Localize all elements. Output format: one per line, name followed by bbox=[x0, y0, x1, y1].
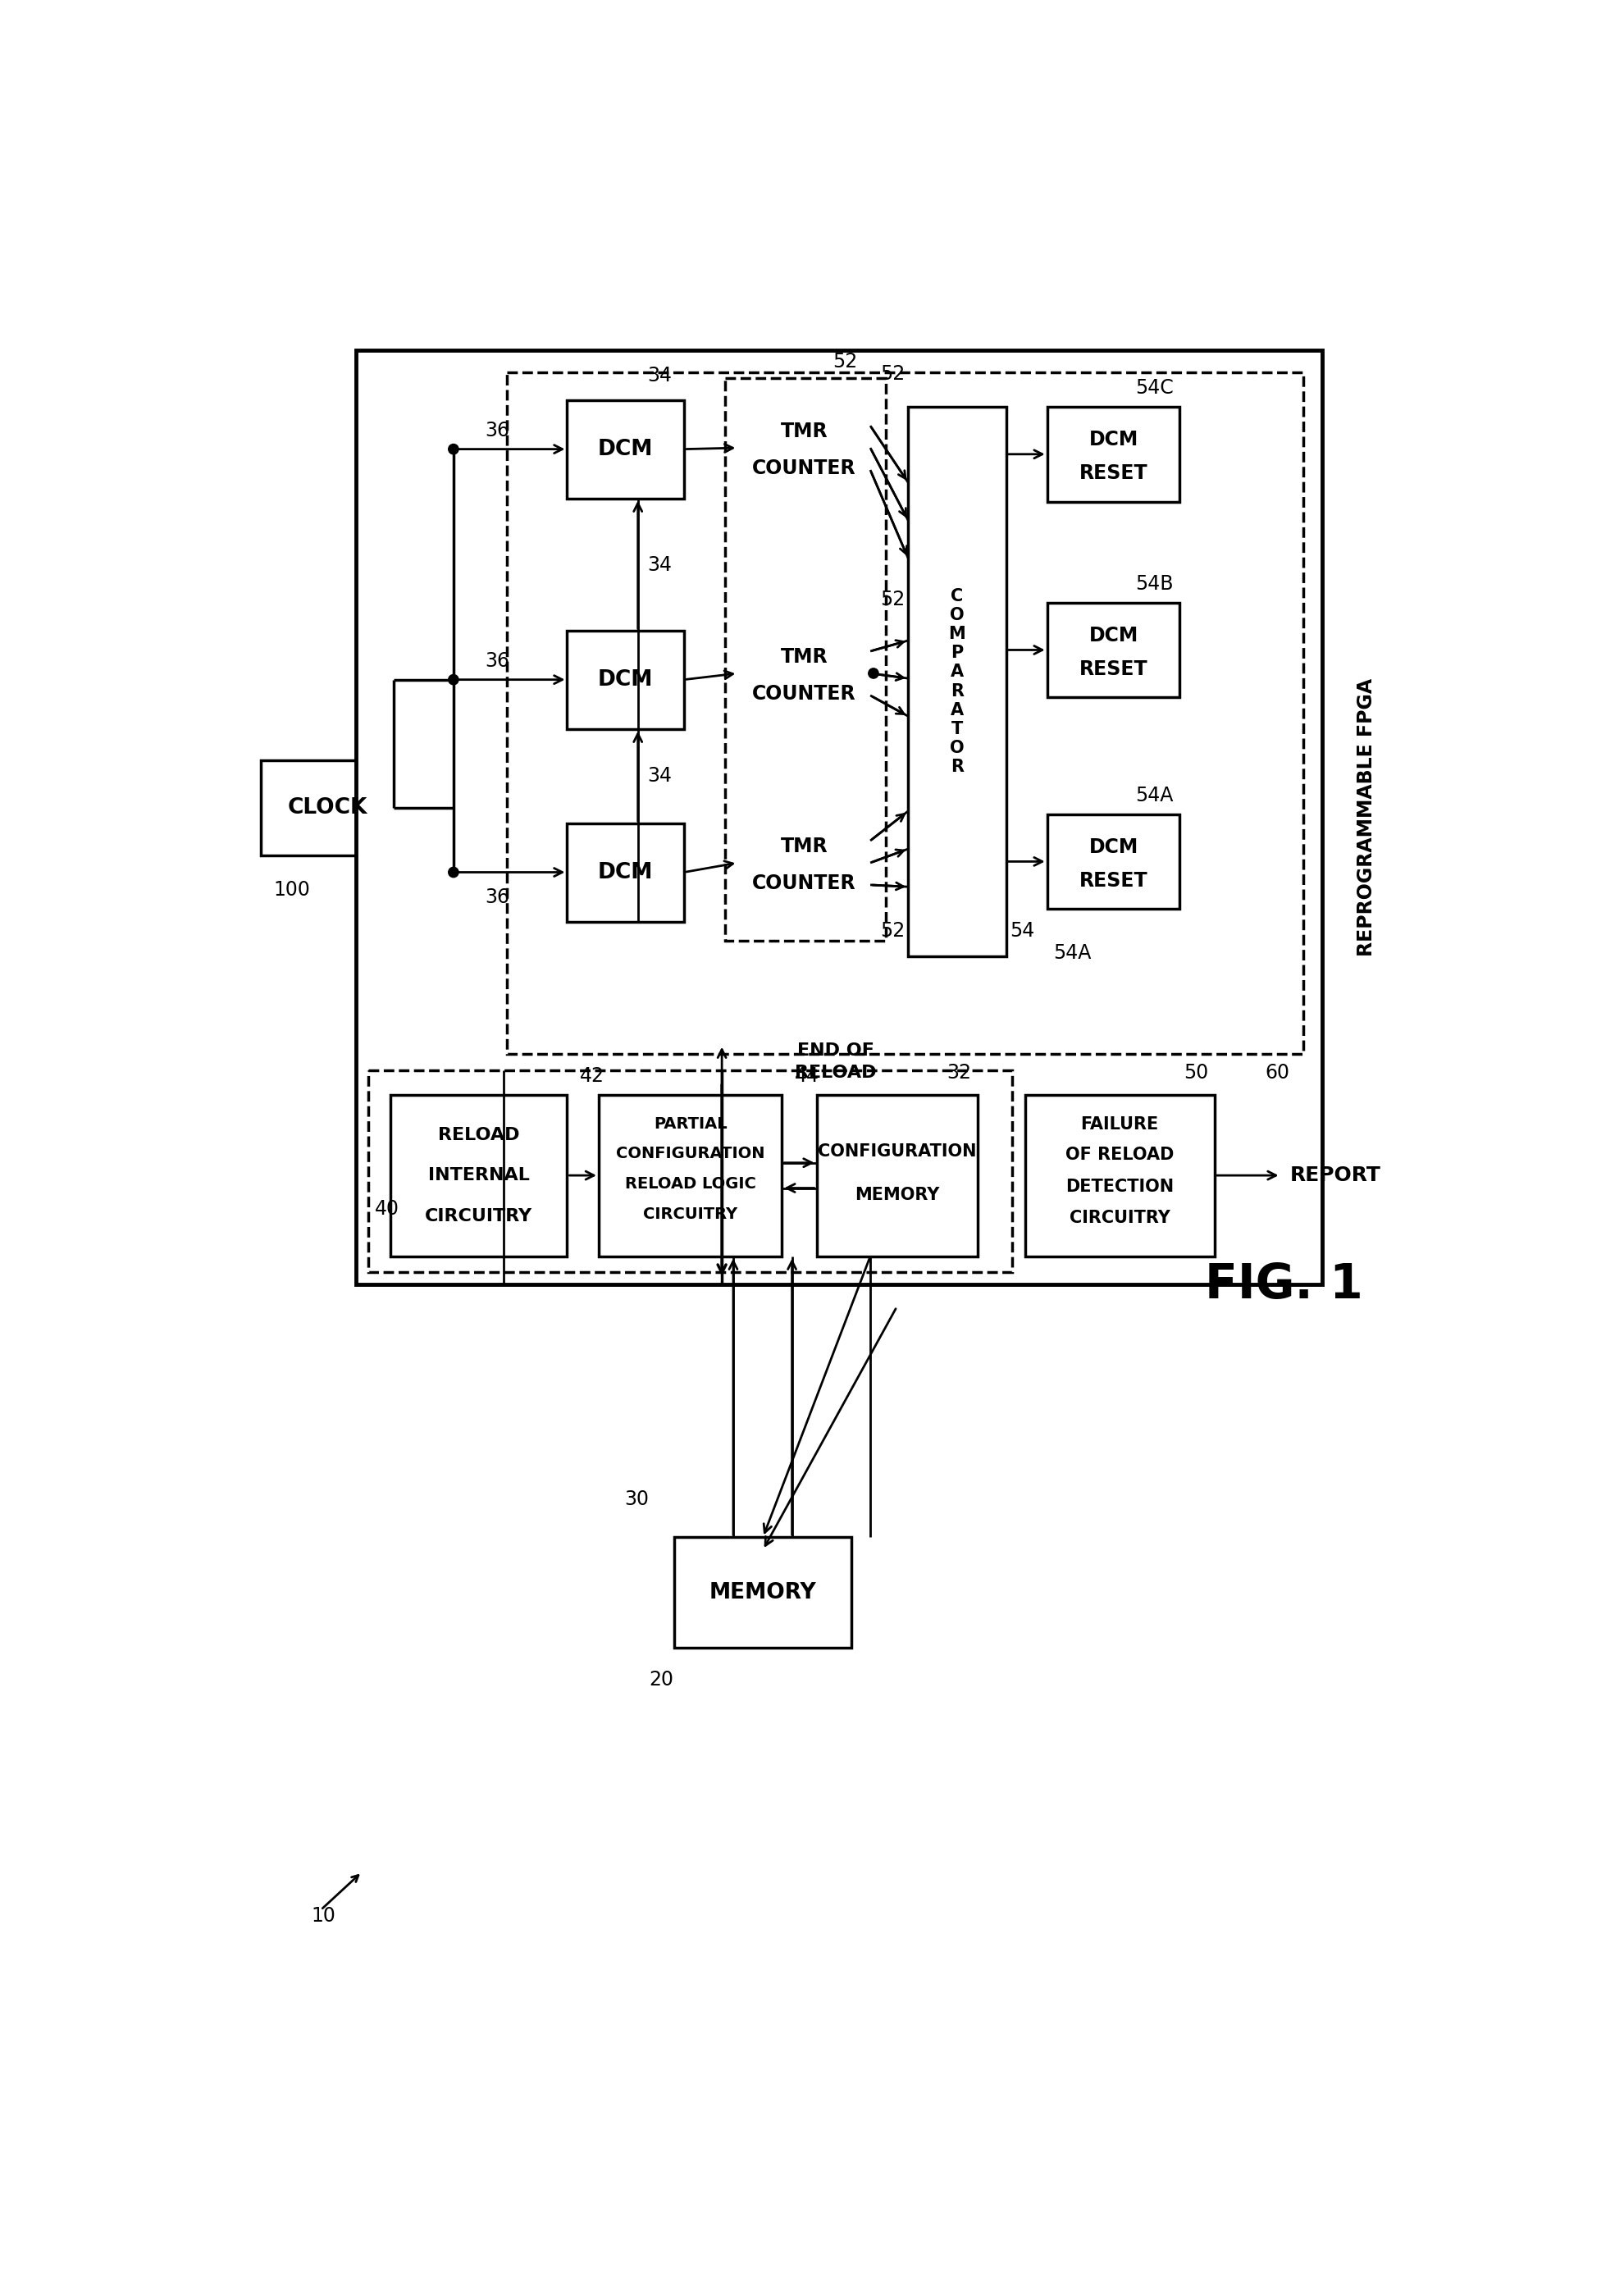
Text: 30: 30 bbox=[624, 1490, 648, 1508]
Text: DCM: DCM bbox=[1088, 839, 1137, 857]
Text: FIG. 1: FIG. 1 bbox=[1205, 1261, 1363, 1307]
Text: DETECTION: DETECTION bbox=[1065, 1179, 1174, 1195]
Text: COUNTER: COUNTER bbox=[752, 683, 856, 704]
Text: MEMORY: MEMORY bbox=[854, 1186, 939, 1204]
Bar bbox=[737, 393, 870, 503]
Circle shape bbox=[867, 667, 879, 679]
Text: 52: 52 bbox=[879, 921, 905, 941]
Text: RELOAD: RELOAD bbox=[438, 1127, 520, 1145]
Bar bbox=[1025, 1095, 1213, 1257]
Text: 54B: 54B bbox=[1135, 574, 1173, 594]
Text: 44: 44 bbox=[794, 1067, 818, 1085]
Text: 36: 36 bbox=[486, 651, 510, 670]
Text: 50: 50 bbox=[1182, 1063, 1208, 1083]
Text: CONFIGURATION: CONFIGURATION bbox=[817, 1142, 976, 1161]
Text: MEMORY: MEMORY bbox=[710, 1581, 817, 1604]
Text: DCM: DCM bbox=[1088, 430, 1137, 450]
Bar bbox=[261, 761, 393, 855]
Text: 52: 52 bbox=[879, 363, 905, 384]
Text: C
O
M
P
A
R
A
T
O
R: C O M P A R A T O R bbox=[948, 587, 965, 775]
Text: COUNTER: COUNTER bbox=[752, 459, 856, 478]
Text: 20: 20 bbox=[650, 1670, 674, 1689]
Bar bbox=[356, 350, 1322, 1284]
Bar bbox=[724, 379, 885, 941]
Bar bbox=[390, 1095, 567, 1257]
Text: RELOAD LOGIC: RELOAD LOGIC bbox=[624, 1177, 755, 1190]
Bar bbox=[369, 1069, 1012, 1273]
Text: RELOAD: RELOAD bbox=[794, 1065, 875, 1081]
Text: 34: 34 bbox=[646, 765, 672, 786]
Text: 42: 42 bbox=[580, 1067, 604, 1085]
Text: RESET: RESET bbox=[1078, 658, 1147, 679]
Text: 52: 52 bbox=[879, 590, 905, 610]
Text: 54C: 54C bbox=[1135, 377, 1173, 398]
Bar bbox=[817, 1095, 978, 1257]
Circle shape bbox=[448, 443, 458, 455]
Text: 36: 36 bbox=[486, 420, 510, 441]
Text: 40: 40 bbox=[375, 1200, 400, 1218]
Circle shape bbox=[448, 868, 458, 877]
Bar bbox=[1046, 603, 1179, 697]
Bar bbox=[567, 400, 684, 498]
Text: REPORT: REPORT bbox=[1289, 1165, 1380, 1186]
Text: DCM: DCM bbox=[598, 439, 653, 459]
Text: PARTIAL: PARTIAL bbox=[653, 1117, 726, 1131]
Text: REPROGRAMMABLE FPGA: REPROGRAMMABLE FPGA bbox=[1356, 679, 1376, 957]
Text: CIRCUITRY: CIRCUITRY bbox=[425, 1209, 533, 1225]
Text: TMR: TMR bbox=[780, 647, 827, 667]
Bar bbox=[567, 631, 684, 729]
Text: CLOCK: CLOCK bbox=[287, 797, 367, 818]
Text: RESET: RESET bbox=[1078, 871, 1147, 891]
Bar bbox=[737, 809, 870, 919]
Text: 34: 34 bbox=[646, 366, 672, 386]
Text: INTERNAL: INTERNAL bbox=[427, 1168, 529, 1184]
Text: 34: 34 bbox=[646, 555, 672, 574]
Text: 54: 54 bbox=[1009, 921, 1034, 941]
Text: TMR: TMR bbox=[780, 423, 827, 441]
Bar bbox=[567, 823, 684, 921]
Text: END OF: END OF bbox=[797, 1042, 874, 1060]
Text: 54A: 54A bbox=[1052, 944, 1091, 962]
Text: COUNTER: COUNTER bbox=[752, 873, 856, 893]
Text: CIRCUITRY: CIRCUITRY bbox=[643, 1206, 737, 1222]
Text: DCM: DCM bbox=[1088, 626, 1137, 647]
Text: CIRCUITRY: CIRCUITRY bbox=[1069, 1209, 1169, 1225]
Text: DCM: DCM bbox=[598, 861, 653, 884]
Text: 10: 10 bbox=[312, 1906, 336, 1926]
Text: TMR: TMR bbox=[780, 836, 827, 857]
Text: 52: 52 bbox=[833, 352, 857, 370]
Bar bbox=[507, 372, 1302, 1053]
Circle shape bbox=[448, 674, 458, 686]
Bar bbox=[674, 1538, 851, 1647]
Bar bbox=[598, 1095, 781, 1257]
Text: DCM: DCM bbox=[598, 670, 653, 690]
Text: 54A: 54A bbox=[1135, 786, 1173, 804]
Text: 60: 60 bbox=[1265, 1063, 1289, 1083]
Bar bbox=[737, 619, 870, 729]
Bar bbox=[908, 407, 1005, 955]
Text: OF RELOAD: OF RELOAD bbox=[1065, 1147, 1174, 1163]
Text: 36: 36 bbox=[486, 887, 510, 907]
Text: 100: 100 bbox=[273, 880, 310, 900]
Bar bbox=[1046, 813, 1179, 909]
Text: FAILURE: FAILURE bbox=[1080, 1115, 1158, 1133]
Text: 32: 32 bbox=[947, 1063, 971, 1083]
Text: RESET: RESET bbox=[1078, 464, 1147, 482]
Text: CONFIGURATION: CONFIGURATION bbox=[615, 1145, 765, 1161]
Bar bbox=[1046, 407, 1179, 500]
